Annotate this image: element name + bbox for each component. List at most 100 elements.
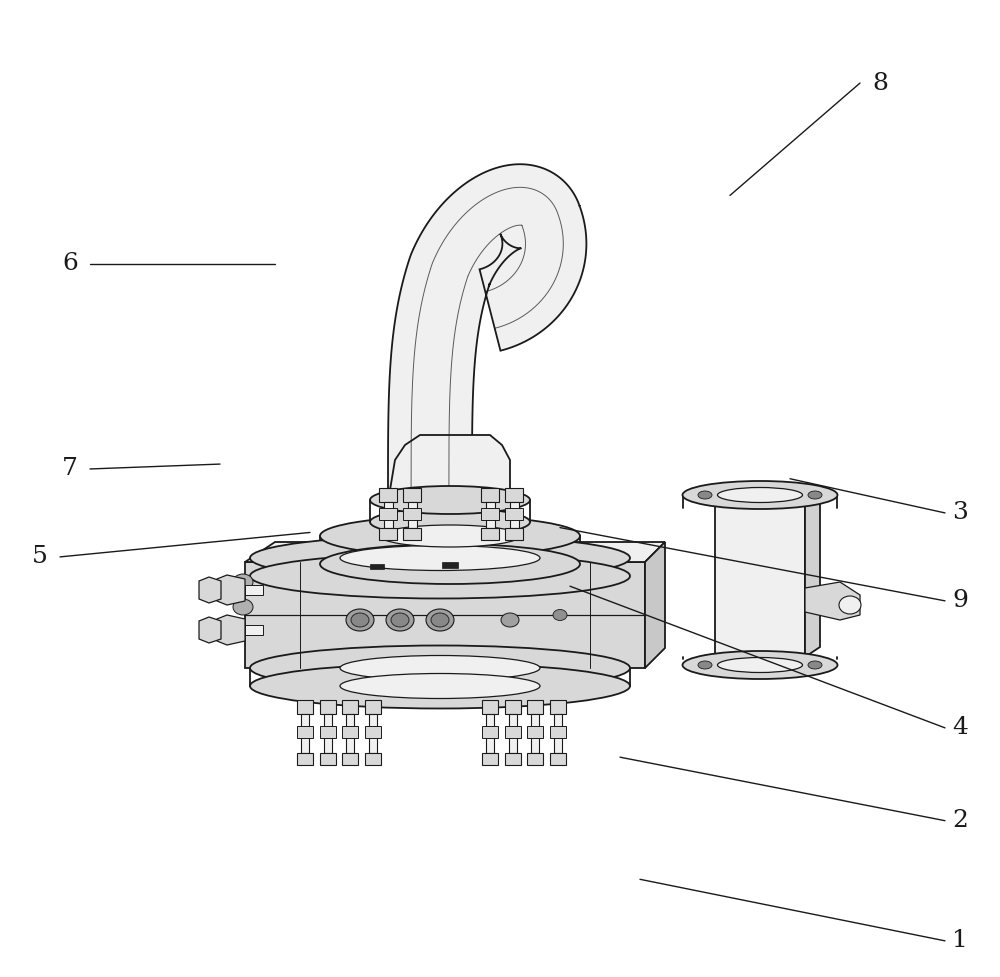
Polygon shape [342,753,358,765]
Ellipse shape [250,646,630,691]
Bar [408,502,417,528]
Ellipse shape [233,574,253,590]
Text: 3: 3 [952,501,968,525]
Polygon shape [482,726,498,738]
Polygon shape [320,753,336,765]
Polygon shape [403,508,421,520]
Bar [715,503,805,658]
Ellipse shape [808,661,822,669]
Ellipse shape [320,516,580,556]
Polygon shape [805,582,860,620]
Polygon shape [505,726,521,738]
Ellipse shape [682,651,838,679]
Ellipse shape [682,481,838,509]
Bar [301,714,309,753]
Polygon shape [482,753,498,765]
Polygon shape [527,700,543,714]
Polygon shape [320,700,336,714]
Ellipse shape [431,613,449,627]
Polygon shape [320,726,336,738]
Bar [531,714,539,753]
Polygon shape [365,753,381,765]
Bar [245,562,645,668]
Bar [486,502,495,528]
Polygon shape [481,528,499,540]
Ellipse shape [386,609,414,631]
Text: 4: 4 [952,716,968,740]
Polygon shape [297,700,313,714]
Polygon shape [645,542,665,668]
Bar [510,502,519,528]
Bar [370,564,384,569]
Bar [369,714,377,753]
Bar [346,714,354,753]
Ellipse shape [340,673,540,699]
Ellipse shape [426,609,454,631]
Polygon shape [505,488,523,502]
Polygon shape [379,528,397,540]
Polygon shape [527,753,543,765]
Ellipse shape [808,491,822,499]
Ellipse shape [380,525,520,547]
Polygon shape [379,488,397,502]
Bar [384,502,393,528]
Polygon shape [342,700,358,714]
Ellipse shape [698,491,712,499]
Ellipse shape [698,661,712,669]
Polygon shape [505,508,523,520]
Polygon shape [550,700,566,714]
Polygon shape [550,753,566,765]
Ellipse shape [370,508,530,536]
Polygon shape [217,615,245,645]
Polygon shape [199,617,221,643]
Ellipse shape [340,656,540,681]
Bar [324,714,332,753]
Polygon shape [505,700,521,714]
Ellipse shape [250,535,630,580]
Bar [442,562,458,568]
Polygon shape [481,488,499,502]
Polygon shape [481,508,499,520]
Bar [245,625,263,635]
Ellipse shape [718,658,802,672]
Polygon shape [342,726,358,738]
Polygon shape [217,575,245,605]
Ellipse shape [320,544,580,584]
Polygon shape [505,528,523,540]
Ellipse shape [340,545,540,571]
Polygon shape [505,753,521,765]
Ellipse shape [501,613,519,627]
Polygon shape [365,700,381,714]
Polygon shape [379,508,397,520]
Polygon shape [245,542,665,562]
Bar [486,714,494,753]
Ellipse shape [553,610,567,620]
Polygon shape [297,726,313,738]
Bar [554,714,562,753]
Polygon shape [550,726,566,738]
Polygon shape [805,493,820,657]
Polygon shape [199,577,221,603]
Ellipse shape [250,554,630,599]
Text: 8: 8 [872,71,888,95]
Text: 5: 5 [32,545,48,569]
Ellipse shape [391,613,409,627]
Polygon shape [482,700,498,714]
Ellipse shape [370,486,530,514]
Text: 1: 1 [952,929,968,953]
Ellipse shape [718,488,802,502]
Ellipse shape [839,596,861,614]
Text: 7: 7 [62,457,78,481]
Polygon shape [297,753,313,765]
Text: 9: 9 [952,589,968,613]
Text: 6: 6 [62,252,78,276]
Bar [245,585,263,595]
Polygon shape [403,488,421,502]
Polygon shape [390,435,510,490]
Polygon shape [388,164,586,490]
Polygon shape [527,726,543,738]
Text: 2: 2 [952,809,968,832]
Ellipse shape [250,663,630,708]
Ellipse shape [351,613,369,627]
Bar [509,714,517,753]
